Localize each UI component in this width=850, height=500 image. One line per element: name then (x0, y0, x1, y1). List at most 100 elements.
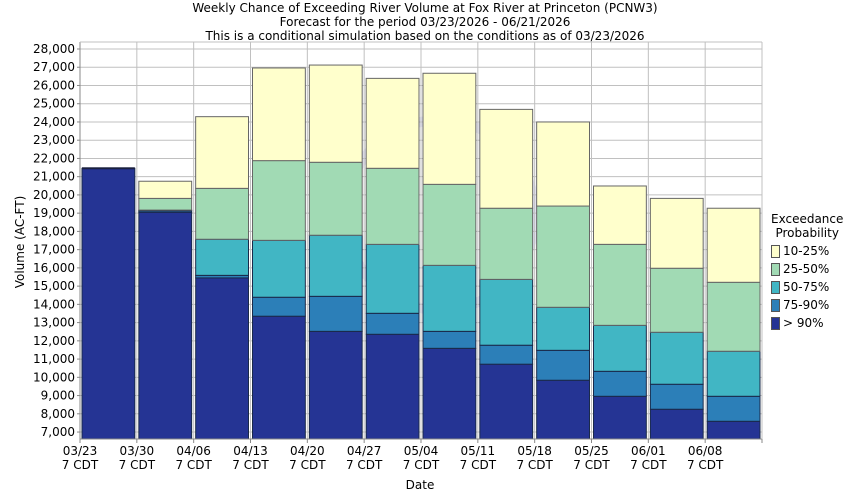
bar-segment-75-90 (422, 330, 477, 349)
bar-segment-25-50 (365, 167, 420, 245)
x-axis-label: Date (405, 478, 435, 492)
bar-segment-50-75 (706, 350, 761, 397)
bar-segment-75-90 (479, 344, 534, 365)
y-tick-label: 28,000 (33, 42, 75, 56)
bar-segment-50-75 (649, 331, 704, 385)
x-tick-sublabel: 7 CDT (573, 458, 610, 472)
legend-label: 25-50% (783, 262, 830, 276)
y-tick-label: 21,000 (33, 170, 75, 184)
y-tick-label: 7,000 (41, 425, 75, 439)
legend-swatch (771, 280, 780, 294)
bar-segment-50-75 (252, 239, 306, 298)
bar-segment-25-50 (479, 207, 534, 280)
bar-segment-75-90 (252, 296, 306, 317)
x-tick-label: 05/18 (517, 444, 552, 458)
y-tick-label: 18,000 (33, 224, 75, 238)
bar-segment-90 (479, 363, 534, 440)
y-tick-label: 19,000 (33, 206, 75, 220)
bar-segment-10-25 (138, 180, 193, 199)
y-tick-label: 12,000 (33, 334, 75, 348)
bar-segment-90 (422, 347, 477, 440)
y-tick-label: 24,000 (33, 115, 75, 129)
bar-segment-25-50 (252, 160, 306, 241)
bar-segment-10-25 (649, 197, 704, 269)
bar-segment-90 (649, 408, 704, 440)
x-tick-sublabel: 7 CDT (630, 458, 667, 472)
chart-title: Weekly Chance of Exceeding River Volume … (192, 1, 658, 15)
x-tick-label: 03/30 (120, 444, 155, 458)
legend-swatch (771, 244, 780, 258)
bar-top-edge (82, 167, 135, 170)
legend-swatch (771, 262, 780, 276)
bar-segment-90 (195, 277, 250, 440)
bar-segment-25-50 (593, 243, 647, 326)
x-tick-label: 05/11 (461, 444, 496, 458)
bar-segment-50-75 (365, 243, 420, 314)
x-tick-label: 04/27 (347, 444, 382, 458)
bar-segment-10-25 (536, 121, 591, 207)
x-tick-sublabel: 7 CDT (119, 458, 156, 472)
y-tick-label: 20,000 (33, 188, 75, 202)
bar-segment-50-75 (195, 238, 250, 276)
bar-segment-50-75 (479, 278, 534, 346)
legend-label: > 90% (783, 316, 824, 330)
chart-subtitle-2: This is a conditional simulation based o… (205, 29, 645, 43)
bar-segment-25-50 (195, 187, 250, 240)
legend-item-10-25: 10-25% (771, 242, 843, 260)
y-tick-label: 11,000 (33, 352, 75, 366)
bar-segment-50-75 (422, 264, 477, 332)
x-tick-label: 04/06 (176, 444, 211, 458)
x-tick-sublabel: 7 CDT (516, 458, 553, 472)
y-tick-label: 27,000 (33, 60, 75, 74)
bar-segment-25-50 (536, 205, 591, 308)
y-tick-label: 16,000 (33, 261, 75, 275)
y-tick-label: 10,000 (33, 370, 75, 384)
bar-segment-10-25 (195, 116, 250, 189)
legend-item-75-90: 75-90% (771, 296, 843, 314)
bar-segment-25-50 (649, 267, 704, 333)
bar-segment-10-25 (252, 67, 306, 162)
x-tick-label: 05/25 (574, 444, 609, 458)
legend-item-gt-90: > 90% (771, 314, 843, 332)
bar-segment-50-75 (536, 306, 591, 351)
bar-segment-25-50 (422, 183, 477, 266)
bar-segment-25-50 (138, 197, 193, 211)
x-tick-label: 05/04 (404, 444, 439, 458)
bar-segment-50-75 (593, 324, 647, 372)
x-tick-label: 03/23 (63, 444, 98, 458)
x-tick-sublabel: 7 CDT (687, 458, 724, 472)
y-tick-label: 26,000 (33, 78, 75, 92)
y-tick-label: 8,000 (41, 407, 75, 421)
bar-segment-75-90 (649, 383, 704, 410)
bar-segment-10-25 (479, 108, 534, 209)
bar-segment-50-75 (308, 234, 363, 297)
legend-item-50-75: 50-75% (771, 278, 843, 296)
bar-segment-90 (593, 395, 647, 440)
bar-segment-75-90 (308, 295, 363, 332)
legend: Exceedance Probability 10-25% 25-50% 50-… (771, 212, 843, 332)
x-tick-sublabel: 7 CDT (175, 458, 212, 472)
bar-segment-90 (138, 211, 193, 440)
legend-title-line2: Probability (775, 226, 839, 240)
x-tick-sublabel: 7 CDT (460, 458, 497, 472)
x-tick-label: 06/08 (688, 444, 723, 458)
y-tick-label: 23,000 (33, 133, 75, 147)
bar-segment-75-90 (706, 395, 761, 422)
x-tick-sublabel: 7 CDT (346, 458, 383, 472)
legend-swatch (771, 316, 780, 330)
bar-segment-10-25 (593, 185, 647, 245)
bar-segment-75-90 (593, 370, 647, 397)
y-axis-label: Volume (AC-FT) (13, 195, 27, 289)
bar-segment-90 (252, 315, 306, 440)
x-tick-sublabel: 7 CDT (403, 458, 440, 472)
bar-segment-90 (308, 330, 363, 440)
bar-segment-75-90 (365, 312, 420, 335)
y-tick-label: 15,000 (33, 279, 75, 293)
x-tick-label: 06/01 (631, 444, 666, 458)
y-tick-label: 9,000 (41, 389, 75, 403)
bar-segment-90 (706, 420, 761, 440)
y-tick-label: 25,000 (33, 97, 75, 111)
legend-title-line1: Exceedance (771, 212, 844, 226)
x-tick-sublabel: 7 CDT (62, 458, 99, 472)
